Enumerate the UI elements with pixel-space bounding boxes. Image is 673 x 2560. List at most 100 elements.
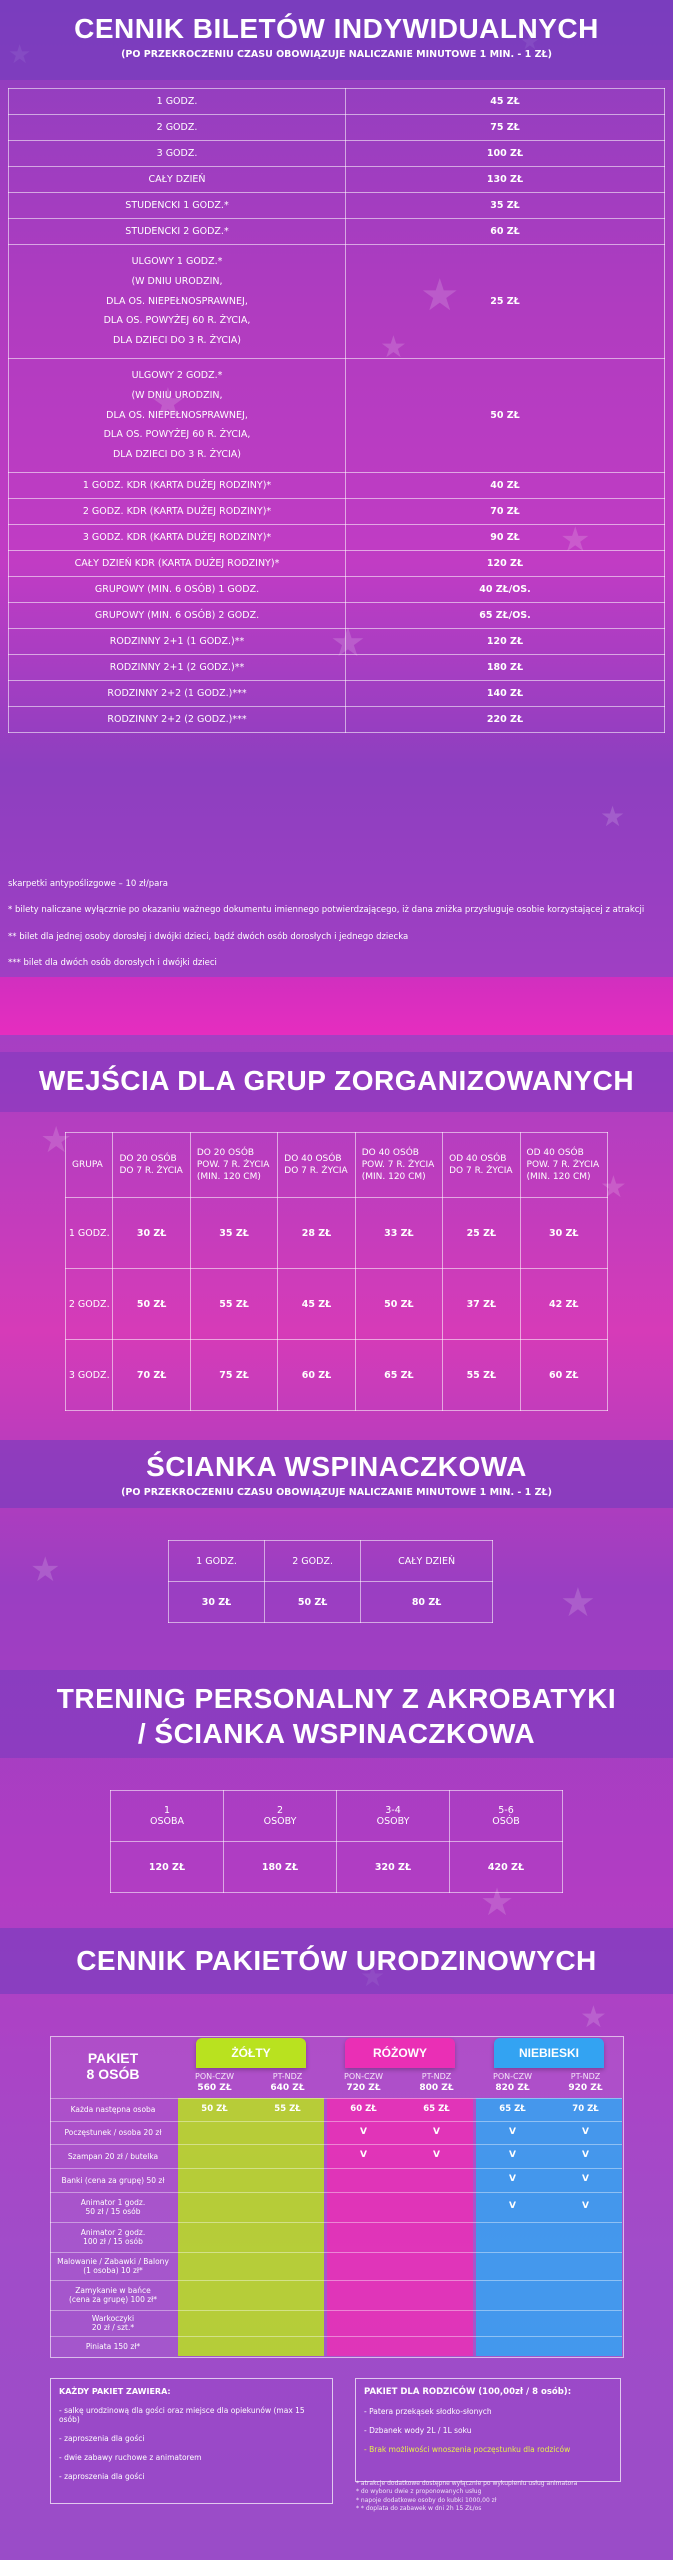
- included-check: V: [582, 2126, 589, 2137]
- groups-price: 28 ZŁ: [277, 1197, 356, 1269]
- ticket-price: 90 ZŁ: [345, 524, 665, 551]
- individual-tickets-table: 1 GODZ. 45 ZŁ 2 GODZ. 75 ZŁ 3 GODZ. 100 ZŁ CAŁ…: [8, 88, 665, 733]
- star-icon: ★: [600, 800, 626, 833]
- ticket-label: GRUPOWY (MIN. 6 OSÓB) 1 GODZ.: [8, 576, 346, 603]
- ticket-price: 65 ZŁ/OS.: [345, 602, 665, 629]
- package-day-range: PON-CZW: [493, 2072, 532, 2081]
- ticket-row: RODZINNY 2+2 (1 GODZ.)*** 140 ZŁ: [8, 680, 665, 707]
- ticket-label: RODZINNY 2+2 (2 GODZ.)***: [8, 706, 346, 733]
- included-check: V: [509, 2150, 516, 2160]
- climbing-duration: 1 GODZ.: [167, 1540, 266, 1582]
- ticket-row: RODZINNY 2+1 (1 GODZ.)** 120 ZŁ: [8, 628, 665, 655]
- ticket-price: 45 ZŁ: [345, 88, 665, 115]
- included-check: V: [509, 2126, 516, 2137]
- climbing-duration: CAŁY DZIEŃ: [360, 1540, 493, 1582]
- training-price: 420 ZŁ: [449, 1841, 563, 1893]
- footnote: * bilety naliczane wyłącznie po okazaniu…: [8, 905, 645, 916]
- groups-price: 30 ZŁ: [112, 1197, 191, 1269]
- package-day-range: PT-NDZ: [272, 2072, 303, 2081]
- package-row-label: Banki (cena za grupę) 50 zł: [61, 2175, 165, 2185]
- package-column-1: [327, 2098, 473, 2356]
- ticket-price: 40 ZŁ: [345, 472, 665, 499]
- groups-header-row: GRUPA DO 20 OSÓB DO 7 R. ŻYCIA DO 20 OSÓB PO…: [64, 1132, 609, 1198]
- ticket-label: STUDENCKI 2 GODZ.*: [8, 218, 346, 245]
- groups-price: 60 ZŁ: [519, 1339, 609, 1411]
- birthday-packages-title: CENNIK PAKIETÓW URODZINOWYCH: [76, 1945, 597, 1976]
- ticket-price: 120 ZŁ: [345, 550, 665, 577]
- ticket-row: 1 GODZ. 45 ZŁ: [8, 88, 665, 115]
- ticket-row: 2 GODZ. 75 ZŁ: [8, 114, 665, 141]
- groups-price: 35 ZŁ: [189, 1197, 279, 1269]
- climbing-wall-title: ŚCIANKA WSPINACZKOWA: [146, 1451, 527, 1482]
- package-day-range: PON-CZW: [195, 2072, 234, 2081]
- training-price: 320 ZŁ: [336, 1841, 450, 1893]
- ticket-price: 50 ZŁ: [345, 358, 665, 473]
- package-row-separator: [50, 2192, 622, 2193]
- groups-column-header: GRUPA: [64, 1132, 114, 1198]
- included-check: V: [360, 2150, 367, 2160]
- package-day-range: PT-NDZ: [421, 2072, 452, 2081]
- groups-price: 50 ZŁ: [354, 1268, 444, 1340]
- package-row-separator: [50, 2098, 622, 2099]
- groups-price: 65 ZŁ: [354, 1339, 444, 1411]
- package-includes-box: KAŻDY PAKIET ZAWIERA: - salkę urodzinową…: [50, 2378, 333, 2504]
- pink-divider: [0, 977, 673, 1035]
- package-price: 640 ZŁ: [270, 2083, 305, 2093]
- climbing-price: 80 ZŁ: [360, 1581, 493, 1623]
- ticket-label: RODZINNY 2+2 (1 GODZ.)***: [8, 680, 346, 707]
- ticket-row: CAŁY DZIEŃ 130 ZŁ: [8, 166, 665, 193]
- package-row-separator: [50, 2280, 622, 2281]
- groups-price: 50 ZŁ: [112, 1268, 191, 1340]
- groups-price: 55 ZŁ: [189, 1268, 279, 1340]
- groups-column-header: OD 40 OSÓB POW. 7 R. ŻYCIA (MIN. 120 CM): [519, 1132, 609, 1198]
- climbing-wall-subtitle: (PO PRZEKROCZENIU CZASU OBOWIĄZUJE NALIC…: [121, 1486, 552, 1498]
- package-footnotes: * atrakcje dodatkowe dostępne wyłącznie …: [356, 2480, 616, 2514]
- package-row-separator: [50, 2168, 622, 2169]
- ticket-price: 220 ZŁ: [345, 706, 665, 733]
- groups-price: 45 ZŁ: [277, 1268, 356, 1340]
- groups-column-header: DO 20 OSÓB POW. 7 R. ŻYCIA (MIN. 120 CM): [189, 1132, 279, 1198]
- included-check: V: [509, 2201, 516, 2211]
- ticket-label: 2 GODZ. KDR (KARTA DUŻEJ RODZINY)*: [8, 498, 346, 525]
- package-row-separator: [50, 2336, 622, 2337]
- included-check: V: [582, 2174, 589, 2184]
- groups-price: 60 ZŁ: [277, 1339, 356, 1411]
- groups-row: 2 GODZ. 50 ZŁ 55 ZŁ 45 ZŁ 50 ZŁ 37 ZŁ 42 ZŁ: [64, 1268, 609, 1340]
- ticket-row: ULGOWY 1 GODZ.* (W DNIU URODZIN, DLA OS. N…: [8, 244, 665, 359]
- package-row-label: Malowanie / Zabawki / Balony (1 osoba) 10…: [57, 2257, 169, 2275]
- next-person-price: 65 ZŁ: [423, 2104, 450, 2114]
- ticket-label: 1 GODZ. KDR (KARTA DUŻEJ RODZINY)*: [8, 472, 346, 499]
- ticket-row: CAŁY DZIEŃ KDR (KARTA DUŻEJ RODZINY)* 120…: [8, 550, 665, 577]
- parents-package-item: - Patera przekąsek słodko-słonych: [364, 2407, 492, 2416]
- ticket-label: GRUPOWY (MIN. 6 OSÓB) 2 GODZ.: [8, 602, 346, 629]
- parents-package-box: PAKIET DLA RODZICÓW (100,00zł / 8 osób):…: [355, 2378, 621, 2482]
- ticket-label: ULGOWY 2 GODZ.* (W DNIU URODZIN, DLA OS. N…: [8, 358, 346, 473]
- package-grid-frame: [50, 2036, 624, 2358]
- included-check: V: [433, 2150, 440, 2160]
- package-price: 800 ZŁ: [419, 2083, 454, 2093]
- groups-header: WEJŚCIA DLA GRUP ZORGANIZOWANYCH: [0, 1052, 673, 1112]
- groups-price: 55 ZŁ: [442, 1339, 521, 1411]
- groups-row-label: 3 GODZ.: [64, 1339, 114, 1411]
- groups-table: GRUPA DO 20 OSÓB DO 7 R. ŻYCIA DO 20 OSÓB PO…: [64, 1132, 609, 1411]
- star-icon: ★: [580, 2000, 607, 2035]
- groups-column-header: DO 40 OSÓB DO 7 R. ŻYCIA: [277, 1132, 356, 1198]
- ticket-label: 2 GODZ.: [8, 114, 346, 141]
- included-check: V: [582, 2150, 589, 2160]
- package-row-label: Każda następna osoba: [70, 2105, 156, 2114]
- next-person-price: 50 ZŁ: [201, 2104, 228, 2114]
- package-name-tab: RÓŻOWY: [345, 2038, 455, 2068]
- ticket-label: ULGOWY 1 GODZ.* (W DNIU URODZIN, DLA OS. N…: [8, 244, 346, 359]
- ticket-price: 40 ZŁ/OS.: [345, 576, 665, 603]
- package-footnote: * * doplata do zabawek w dni 2h 15 ZŁ/os: [356, 2505, 482, 2513]
- package-row-separator: [50, 2121, 622, 2122]
- next-person-price: 65 ZŁ: [499, 2104, 526, 2114]
- individual-tickets-header: CENNIK BILETÓW INDYWIDUALNYCH (PO PRZEKR…: [0, 0, 673, 80]
- climbing-price: 30 ZŁ: [167, 1581, 266, 1623]
- climbing-header-row: 1 GODZ. 2 GODZ. CAŁY DZIEŃ: [167, 1540, 493, 1582]
- groups-price: 37 ZŁ: [442, 1268, 521, 1340]
- package-row-label: Animator 2 godz. 100 zł / 15 osób: [80, 2228, 146, 2246]
- groups-price: 33 ZŁ: [354, 1197, 444, 1269]
- ticket-label: 1 GODZ.: [8, 88, 346, 115]
- included-check: V: [433, 2126, 440, 2137]
